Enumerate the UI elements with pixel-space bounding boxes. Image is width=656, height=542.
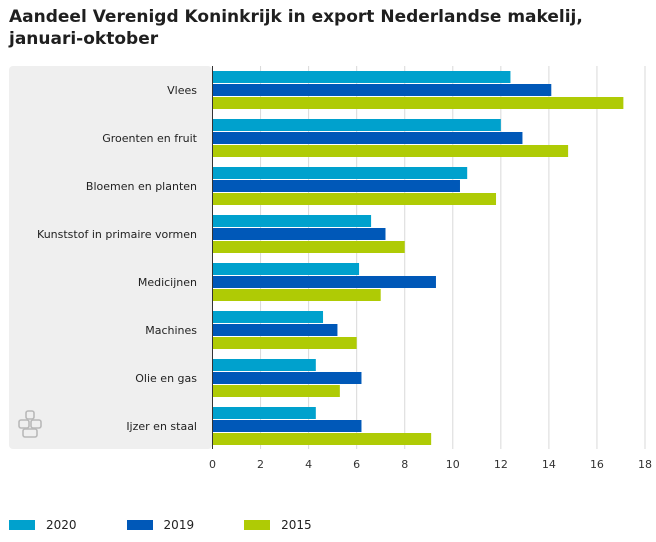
- bar-2020: [213, 71, 511, 83]
- category-label: Vlees: [167, 84, 197, 97]
- x-tick-label: 8: [401, 458, 408, 471]
- category-label: Olie en gas: [135, 372, 197, 385]
- bar-2015: [213, 193, 497, 205]
- bar-2019: [213, 228, 386, 240]
- category-label: Ijzer en staal: [126, 420, 197, 433]
- x-tick-label: 16: [590, 458, 604, 471]
- legend-item-2015: 2015: [244, 518, 312, 532]
- bar-2020: [213, 167, 468, 179]
- bar-2019: [213, 84, 552, 96]
- category-labels: Vlees Groenten en fruit Bloemen en planten…: [37, 84, 198, 433]
- bar-2019: [213, 324, 338, 336]
- cbs-logo-icon: [18, 410, 42, 438]
- x-tick-label: 2: [257, 458, 264, 471]
- category-label: Medicijnen: [138, 276, 197, 289]
- bar-2015: [213, 145, 569, 157]
- bar-2020: [213, 407, 316, 419]
- legend-label-2015: 2015: [281, 518, 312, 532]
- bar-2019: [213, 132, 523, 144]
- bar-chart: Vlees Groenten en fruit Bloemen en planten…: [9, 66, 652, 471]
- x-tick-label: 4: [305, 458, 312, 471]
- bar-2019: [213, 372, 362, 384]
- bar-2015: [213, 385, 340, 397]
- x-tick-label: 18: [638, 458, 652, 471]
- bar-2020: [213, 215, 372, 227]
- bar-2015: [213, 337, 357, 349]
- bar-2020: [213, 311, 324, 323]
- x-tick-label: 12: [494, 458, 508, 471]
- bar-2015: [213, 433, 432, 445]
- bar-2019: [213, 420, 362, 432]
- legend-swatch-2019: [126, 520, 153, 530]
- bar-2020: [213, 263, 360, 275]
- bar-2019: [213, 276, 436, 288]
- bars: [213, 71, 624, 445]
- bar-2015: [213, 241, 405, 253]
- x-tick-label: 0: [209, 458, 216, 471]
- bar-2020: [213, 119, 501, 131]
- legend-label-2019: 2019: [163, 518, 195, 532]
- x-tick-label: 10: [446, 458, 460, 471]
- bar-2020: [213, 359, 316, 371]
- bar-2019: [213, 180, 460, 192]
- category-label: Groenten en fruit: [102, 132, 197, 145]
- x-tick-label: 14: [542, 458, 556, 471]
- bar-2015: [213, 289, 381, 301]
- category-panel: [9, 66, 212, 449]
- chart-title-line-1: Aandeel Verenigd Koninkrijk in export Ne…: [9, 7, 583, 27]
- legend-item-2020: 2020: [9, 518, 77, 532]
- category-label: Bloemen en planten: [86, 180, 197, 193]
- chart-title: Aandeel Verenigd Koninkrijk in export Ne…: [9, 6, 629, 50]
- chart-title-line-2: januari-oktober: [9, 29, 159, 49]
- category-label: Kunststof in primaire vormen: [37, 228, 197, 241]
- category-label: Machines: [145, 324, 197, 337]
- legend: 2020 2019 2015: [9, 518, 362, 532]
- legend-swatch-2020: [9, 520, 35, 530]
- x-axis-ticks: 0 2 4 6 8 10 12 14 16 18: [209, 458, 652, 471]
- x-tick-label: 6: [353, 458, 360, 471]
- bar-2015: [213, 97, 624, 109]
- legend-item-2019: 2019: [126, 518, 195, 532]
- legend-label-2020: 2020: [46, 518, 77, 532]
- legend-swatch-2015: [244, 520, 271, 530]
